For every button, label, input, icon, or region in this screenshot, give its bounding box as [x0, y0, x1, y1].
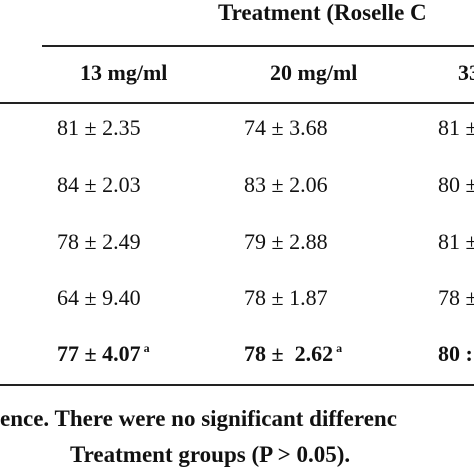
column-header-13mg: 13 mg/ml: [80, 60, 168, 85]
footnote-line-1: ence. There were no significant differen…: [0, 406, 397, 431]
table-cell: 80 ±: [438, 172, 474, 197]
table-cell: 79 ± 2.88: [244, 229, 328, 254]
treatment-group-header: Treatment (Roselle C: [218, 0, 427, 25]
column-header-rule: [0, 102, 474, 104]
table-bottom-rule: [0, 384, 474, 386]
mean-value: 80 :: [438, 341, 473, 366]
mean-value: 78 ± 2.62: [244, 341, 334, 366]
significance-letter: a: [143, 341, 150, 355]
table-cell: 81 ±: [438, 115, 474, 140]
mean-cell: 77 ± 4.07 a: [57, 341, 150, 367]
table-cell: 78 ± 1.87: [244, 285, 328, 310]
table-cell: 84 ± 2.03: [57, 172, 141, 197]
table-cell: 78 ± 2.49: [57, 229, 141, 254]
table-cell: 81 ± 2.35: [57, 115, 141, 140]
table-cell: 74 ± 3.68: [244, 115, 328, 140]
column-header-33mg: 33: [458, 60, 474, 85]
footnote-line-2: Treatment groups (P > 0.05).: [70, 442, 351, 467]
mean-cell: 80 :: [438, 341, 473, 367]
table-cell: 81 ±: [438, 229, 474, 254]
mean-value: 77 ± 4.07: [57, 341, 141, 366]
table-cell: 64 ± 9.40: [57, 285, 141, 310]
header-rule: [42, 45, 474, 47]
significance-letter: a: [336, 341, 343, 355]
table-cell: 78 ±: [438, 285, 474, 310]
column-header-20mg: 20 mg/ml: [270, 60, 358, 85]
mean-cell: 78 ± 2.62 a: [244, 341, 342, 367]
table-cell: 83 ± 2.06: [244, 172, 328, 197]
